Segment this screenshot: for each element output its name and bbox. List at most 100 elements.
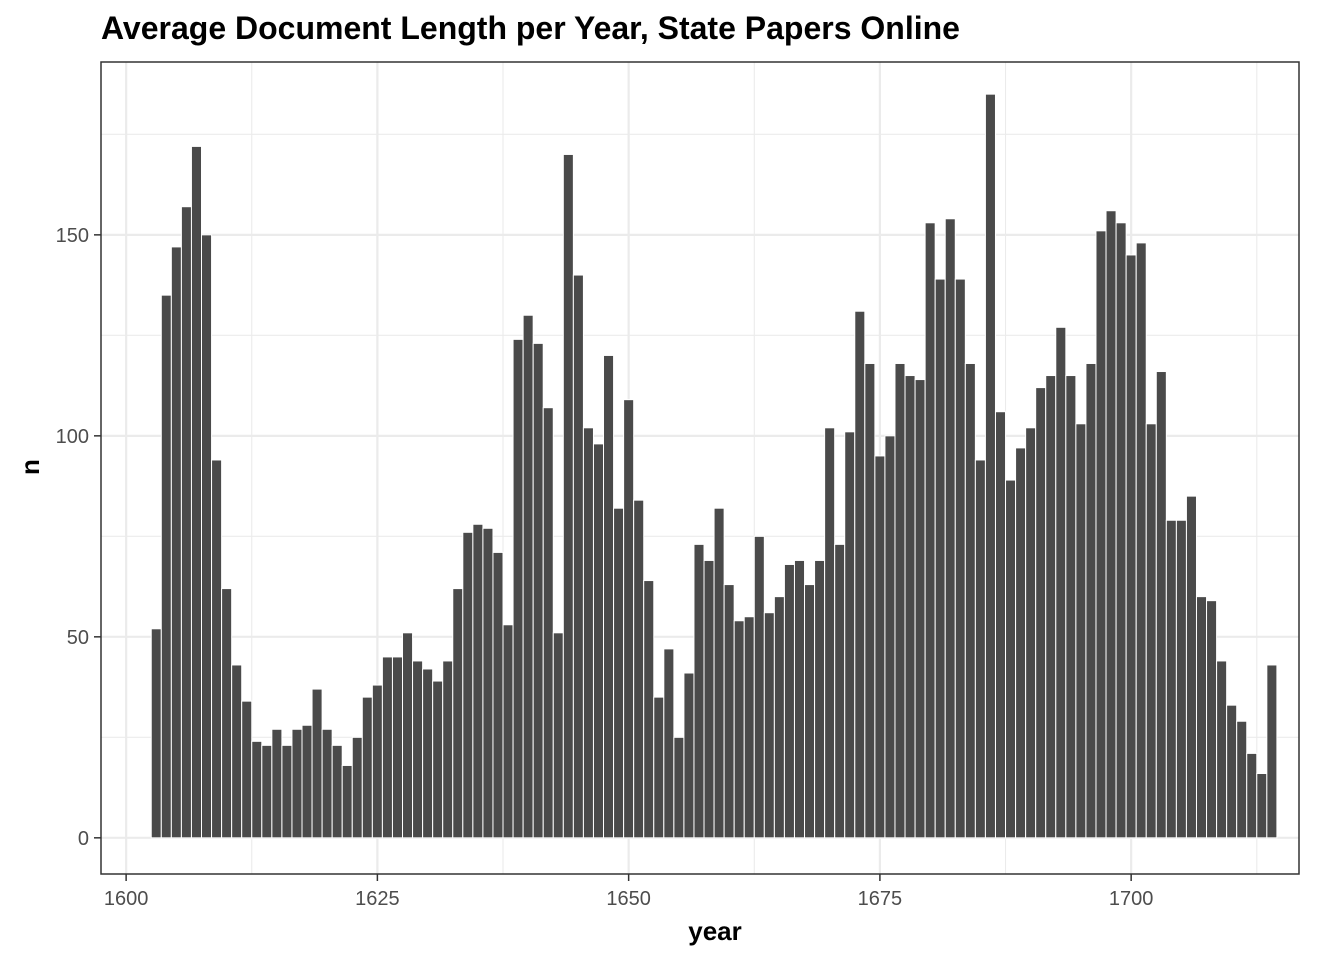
bar-1604 <box>160 294 172 839</box>
plot-panel <box>100 61 1300 875</box>
x-tick-label: 1650 <box>606 888 651 910</box>
bar-1706 <box>1185 495 1197 839</box>
bar-1639 <box>512 338 524 839</box>
bar-1672 <box>844 431 856 839</box>
bar-1637 <box>492 551 504 839</box>
chart-title: Average Document Length per Year, State … <box>101 10 960 46</box>
bar-1703 <box>1155 371 1167 839</box>
bar-1666 <box>783 563 795 839</box>
bar-1691 <box>1035 387 1047 839</box>
bar-1671 <box>834 543 846 839</box>
x-axis-title: year <box>688 916 742 946</box>
bar-1704 <box>1165 519 1177 839</box>
bar-1696 <box>1085 362 1097 839</box>
bar-1654 <box>663 648 675 839</box>
bar-1643 <box>552 632 564 839</box>
bar-1623 <box>351 736 363 839</box>
bar-1708 <box>1206 600 1218 839</box>
bar-1677 <box>894 362 906 839</box>
bar-1711 <box>1236 720 1248 839</box>
bars <box>150 93 1278 839</box>
bar-1668 <box>804 584 816 839</box>
bar-1657 <box>693 543 705 839</box>
bar-1638 <box>502 624 514 839</box>
bar-1625 <box>371 684 383 839</box>
x-tick-label: 1625 <box>355 888 400 910</box>
bar-1705 <box>1175 519 1187 839</box>
bar-1698 <box>1105 210 1117 839</box>
bar-1634 <box>462 531 474 839</box>
bar-1685 <box>974 459 986 839</box>
x-tick-label: 1675 <box>858 888 903 910</box>
bar-1649 <box>613 507 625 839</box>
bar-1675 <box>874 455 886 839</box>
bar-1676 <box>884 435 896 839</box>
bar-1707 <box>1195 596 1208 839</box>
bar-1646 <box>582 427 594 839</box>
y-tick-label: 50 <box>67 627 89 649</box>
bar-1617 <box>291 728 303 839</box>
bar-1647 <box>592 443 605 839</box>
y-tick-label: 0 <box>78 828 89 850</box>
x-tick-label: 1600 <box>104 888 149 910</box>
bar-1658 <box>703 559 715 839</box>
bar-1610 <box>221 588 233 839</box>
bar-1641 <box>532 342 544 839</box>
bar-1665 <box>773 596 785 839</box>
bar-1626 <box>381 656 393 839</box>
bar-1700 <box>1125 254 1137 839</box>
bar-1607 <box>190 145 203 839</box>
bar-1620 <box>321 728 333 839</box>
bar-1686 <box>984 93 996 839</box>
bar-1681 <box>934 278 946 839</box>
bar-1609 <box>211 459 223 839</box>
bar-1692 <box>1045 375 1057 839</box>
bar-1663 <box>753 535 765 839</box>
bar-1648 <box>603 354 615 839</box>
bar-1710 <box>1226 704 1238 839</box>
bar-1689 <box>1015 447 1027 839</box>
bar-1680 <box>924 222 936 839</box>
bar-1653 <box>653 696 665 839</box>
bar-1633 <box>452 588 464 839</box>
bar-1652 <box>643 580 655 839</box>
bar-1608 <box>201 234 213 839</box>
bar-1701 <box>1135 242 1147 839</box>
bar-1618 <box>301 724 313 839</box>
bar-1702 <box>1145 423 1157 839</box>
bar-1636 <box>482 527 494 839</box>
bar-1678 <box>904 375 916 839</box>
x-tick-label: 1700 <box>1109 888 1154 910</box>
bar-1621 <box>331 744 343 839</box>
bar-1687 <box>994 411 1007 839</box>
bar-1644 <box>562 153 574 839</box>
bar-1640 <box>522 314 534 839</box>
y-tick-label: 100 <box>56 426 89 448</box>
bar-1670 <box>824 427 836 839</box>
bar-1619 <box>311 688 323 839</box>
bar-1650 <box>623 399 635 839</box>
bar-1612 <box>241 700 253 839</box>
bar-1631 <box>432 680 444 839</box>
bar-1684 <box>964 362 976 839</box>
bar-1679 <box>914 379 926 839</box>
x-axis: 1600 1625 1650 1675 1700 <box>104 874 1154 910</box>
bar-1624 <box>361 696 373 839</box>
bar-1713 <box>1256 773 1268 839</box>
bar-1614 <box>261 744 273 839</box>
bar-1697 <box>1095 230 1107 839</box>
bar-1699 <box>1115 222 1127 839</box>
bar-1662 <box>743 616 755 839</box>
bar-1645 <box>572 274 584 839</box>
bar-1655 <box>673 736 685 839</box>
bar-1616 <box>281 744 293 839</box>
bar-1660 <box>723 584 735 839</box>
bar-1651 <box>633 499 645 839</box>
bar-1690 <box>1025 427 1037 839</box>
bar-1682 <box>944 218 956 839</box>
bar-1683 <box>954 278 966 839</box>
bar-1632 <box>442 660 454 839</box>
bar-1656 <box>683 672 695 839</box>
bar-1629 <box>412 660 424 839</box>
